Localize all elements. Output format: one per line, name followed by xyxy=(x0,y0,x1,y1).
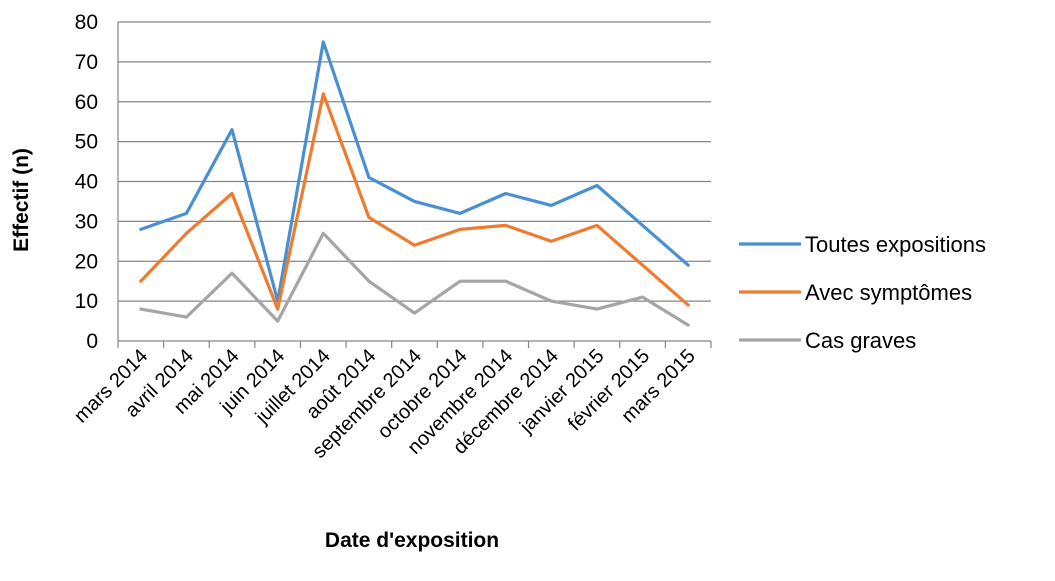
legend: Toutes expositions Avec symptômes Cas grav… xyxy=(739,232,986,353)
y-tick-label: 30 xyxy=(75,210,98,233)
series-lines xyxy=(139,40,690,327)
y-tick-label: 80 xyxy=(75,11,98,34)
y-tick-label: 50 xyxy=(75,131,98,154)
legend-label: Avec symptômes xyxy=(805,280,972,305)
series-line-2 xyxy=(139,92,690,311)
y-tick-label: 60 xyxy=(75,91,98,114)
y-tick-label: 10 xyxy=(75,290,98,313)
y-axis-ticks: 0 10 20 30 40 50 60 70 80 xyxy=(75,11,98,353)
legend-label: Toutes expositions xyxy=(805,232,986,257)
series-line-3 xyxy=(139,231,690,327)
x-axis xyxy=(117,22,712,348)
y-axis-title: Effectif (n) xyxy=(10,148,33,252)
y-tick-label: 20 xyxy=(75,250,98,273)
gridlines xyxy=(118,21,711,302)
y-tick-label: 0 xyxy=(86,330,98,353)
series-line-1 xyxy=(139,40,690,303)
y-tick-label: 70 xyxy=(75,51,98,74)
legend-label: Cas graves xyxy=(805,328,916,353)
y-tick-label: 40 xyxy=(75,171,98,194)
x-axis-title: Date d'exposition xyxy=(325,529,499,552)
